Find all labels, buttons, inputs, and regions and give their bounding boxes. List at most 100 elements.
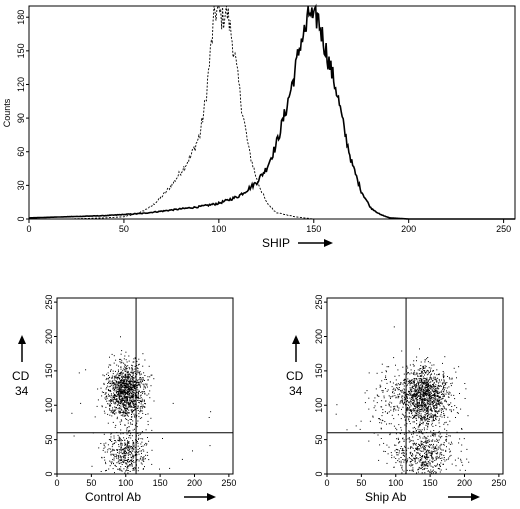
dot-1160: [126, 402, 128, 404]
dot-1597: [419, 457, 421, 459]
dot-1068: [127, 388, 129, 389]
dot-891: [126, 399, 128, 401]
dot-256: [445, 409, 447, 411]
dot-1590: [135, 439, 136, 441]
dot-990: [425, 384, 427, 386]
dotplot-ship-y-label-line1: CD: [286, 369, 304, 383]
dot-806: [424, 382, 426, 384]
dot-799: [413, 404, 415, 406]
dot-1122: [415, 391, 417, 392]
dot-1150: [109, 376, 111, 378]
dot-1244: [118, 460, 120, 462]
dot-59: [107, 383, 109, 384]
dot-746: [114, 384, 116, 386]
dot-1150: [421, 388, 423, 390]
dot-446: [436, 388, 438, 390]
dot-634: [96, 405, 98, 407]
dot-481: [120, 423, 121, 425]
dot-1147: [127, 411, 129, 413]
dot-925: [429, 390, 430, 391]
dot-525: [434, 393, 436, 395]
dot-838: [422, 402, 424, 403]
dot-567: [412, 363, 414, 365]
dot-1408: [436, 440, 438, 442]
dot-849: [125, 393, 127, 395]
dot-665: [132, 394, 134, 396]
dot-601: [402, 406, 404, 408]
dot-391: [109, 405, 111, 407]
dot-429: [440, 401, 442, 403]
dot-1175: [133, 403, 135, 405]
dot-1503: [147, 437, 148, 438]
dot-1759: [414, 458, 415, 459]
dot-1769: [416, 447, 418, 449]
dot-1441: [425, 457, 427, 459]
dot-187: [410, 380, 412, 382]
dot-1756: [387, 453, 389, 455]
dot-1104: [112, 412, 114, 414]
dot-1546: [438, 467, 440, 469]
dot-1817: [439, 468, 441, 470]
dot-1036: [400, 400, 402, 402]
dot-191: [122, 390, 124, 392]
dot-155: [147, 379, 149, 381]
dot-823: [414, 409, 416, 411]
dot-491: [130, 384, 132, 386]
dot-443: [132, 372, 134, 374]
dot-1124: [428, 384, 430, 386]
dot-688: [410, 369, 412, 371]
dot-927: [426, 374, 428, 376]
dot-1857: [372, 415, 374, 417]
dot-1127: [133, 376, 135, 378]
dot-410: [412, 396, 414, 398]
dot-989: [426, 391, 427, 392]
dot-1501: [450, 454, 452, 456]
dot-1497: [396, 449, 398, 450]
dot-212: [395, 396, 397, 398]
dot-1183: [124, 369, 126, 371]
dot-1239: [124, 456, 126, 458]
dot-1548: [434, 435, 436, 437]
dot-132: [115, 359, 117, 361]
dot-668: [422, 404, 424, 406]
dot-1641: [425, 464, 427, 466]
dot-7: [136, 360, 138, 362]
dot-828: [132, 389, 134, 391]
dot-1035: [122, 382, 124, 384]
dot-1388: [115, 441, 117, 443]
dot-720: [144, 386, 146, 388]
dot-1186: [113, 392, 115, 394]
dot-982: [415, 404, 417, 406]
dot-393: [423, 389, 425, 391]
dot-710: [133, 387, 135, 389]
dot-1720: [460, 450, 462, 452]
dot-1649: [431, 457, 433, 459]
dot-1555: [132, 460, 134, 462]
dot-1302: [439, 447, 441, 449]
dot-923: [426, 390, 428, 392]
dot-1602: [120, 468, 122, 470]
dot-751: [119, 383, 121, 385]
dot-1272: [422, 400, 424, 402]
dot-1104: [425, 419, 427, 421]
dot-773: [109, 405, 111, 406]
dot-658: [109, 408, 111, 410]
dot-1801: [422, 444, 424, 446]
dot-760: [409, 388, 411, 390]
dot-182: [445, 408, 447, 410]
dot-1610: [115, 456, 117, 458]
dot-1643: [419, 467, 421, 469]
dot-1438: [409, 430, 411, 432]
dot-1638: [410, 465, 412, 467]
dot-107: [115, 386, 117, 388]
dot-446: [133, 371, 135, 373]
dot-1273: [442, 362, 443, 364]
dot-389: [424, 361, 426, 363]
dot-1284: [120, 440, 122, 442]
dot-423: [104, 412, 106, 414]
dot-1610: [439, 465, 441, 467]
dot-1671: [424, 437, 426, 439]
dot-674: [433, 415, 434, 417]
dot-782: [425, 386, 427, 388]
dot-1503: [417, 446, 419, 447]
